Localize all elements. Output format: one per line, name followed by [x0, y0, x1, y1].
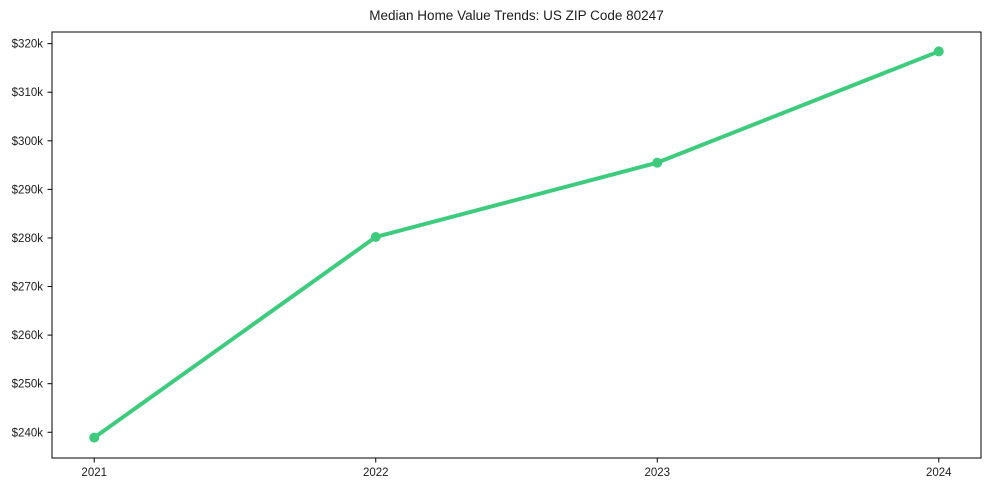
x-tick-label: 2024 — [926, 467, 952, 479]
data-point-marker — [89, 432, 100, 443]
y-axis: $240k $250k $260k $270k $280k $290k $300k $310k… — [12, 39, 52, 439]
y-tick-label: $320k — [12, 39, 44, 51]
y-tick-label: $260k — [12, 330, 44, 342]
chart-title: Median Home Value Trends: US ZIP Code 80… — [369, 8, 664, 23]
data-point-marker — [933, 46, 944, 57]
data-point-marker — [652, 157, 663, 168]
series-layer — [89, 46, 944, 443]
y-tick-label: $250k — [12, 379, 44, 391]
plot-border — [51, 31, 982, 459]
x-axis: 2021 2022 2023 2024 — [81, 458, 952, 479]
data-point-marker — [370, 231, 381, 242]
x-tick-label: 2023 — [644, 467, 670, 479]
x-tick-label: 2022 — [363, 467, 389, 479]
y-tick-label: $300k — [12, 136, 44, 148]
y-tick-label: $240k — [12, 427, 44, 439]
y-tick-label: $280k — [12, 233, 44, 245]
y-tick-label: $310k — [12, 87, 44, 99]
x-tick-label: 2021 — [81, 467, 107, 479]
trend-line — [92, 49, 941, 440]
y-tick-label: $270k — [12, 282, 44, 294]
y-tick-label: $290k — [12, 184, 44, 196]
